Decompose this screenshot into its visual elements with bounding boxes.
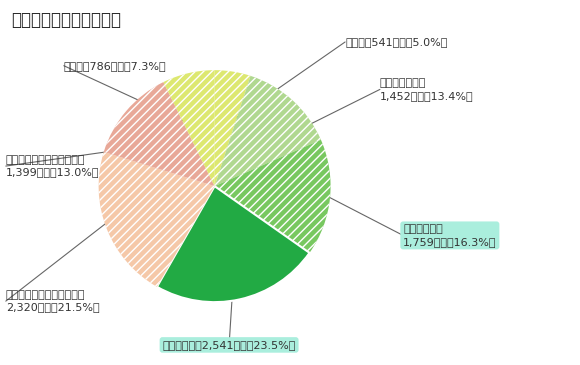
Wedge shape [99,152,215,287]
Wedge shape [164,70,215,186]
Text: 事務・サービス・民生用：
2,320億円（21.5%）: 事務・サービス・民生用： 2,320億円（21.5%） [6,290,99,312]
Text: 特殊産業用：
1,759億円（16.3%）: 特殊産業用： 1,759億円（16.3%） [403,224,496,247]
Wedge shape [215,70,251,186]
Wedge shape [157,186,310,302]
Text: その他：786億円（7.3%）: その他：786億円（7.3%） [64,61,166,71]
Wedge shape [215,140,331,253]
Wedge shape [215,76,321,186]
Text: 金型・同部分品・付属品：
1,399億円（13.0%）: 金型・同部分品・付属品： 1,399億円（13.0%） [6,155,99,177]
Text: 農業用：541億円（5.0%）: 農業用：541億円（5.0%） [345,37,448,47]
Text: 一般産業用：2,541億円（23.5%）: 一般産業用：2,541億円（23.5%） [162,340,296,350]
Text: 金属加工機械：
1,452億円（13.4%）: 金属加工機械： 1,452億円（13.4%） [380,78,473,101]
Text: 機械製造業　品目別内訳: 機械製造業 品目別内訳 [12,11,122,29]
Wedge shape [104,82,215,186]
